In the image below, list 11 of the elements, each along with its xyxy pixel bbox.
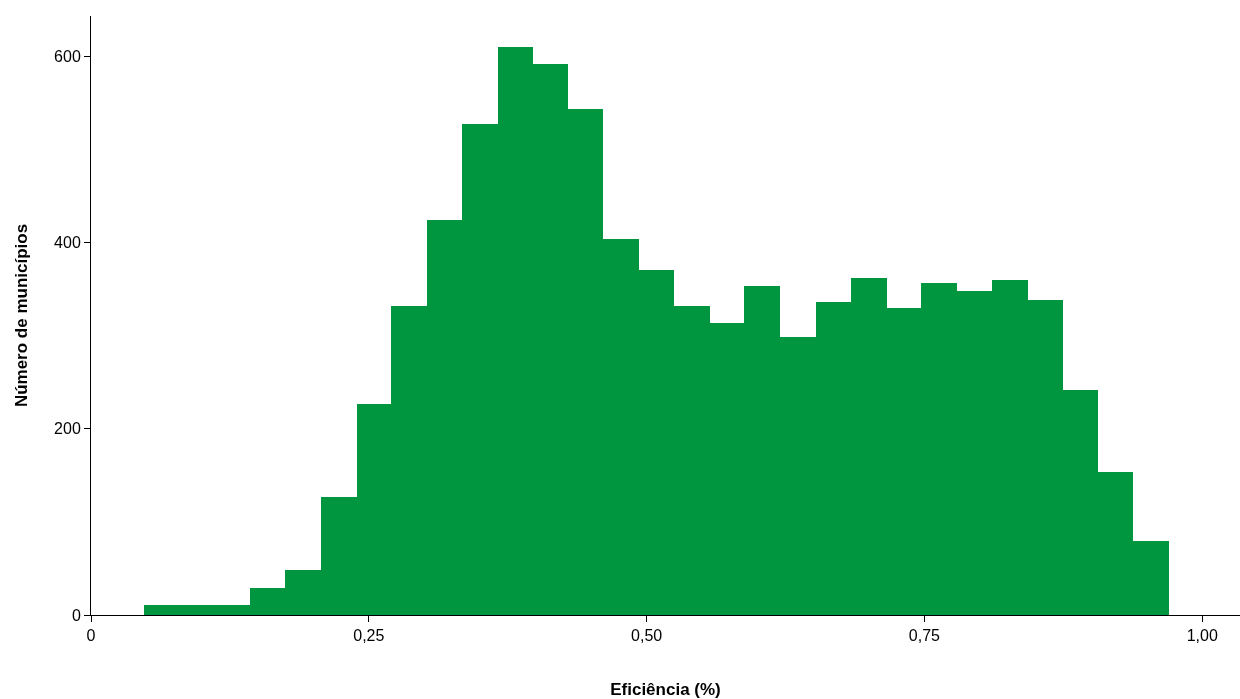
x-tick-label: 1,00 [1186, 627, 1218, 645]
y-tick-label: 600 [54, 47, 81, 65]
x-axis-title: Eficiência (%) [610, 680, 721, 699]
y-tick-label: 200 [54, 420, 81, 438]
x-tick-label: 0,75 [908, 627, 941, 645]
x-tick-label: 0,50 [631, 627, 663, 645]
y-axis-title: Número de municípios [11, 223, 31, 408]
y-tick-label: 400 [54, 233, 81, 251]
x-tick-label: 0,25 [353, 627, 385, 645]
x-tick-label: 0 [86, 627, 96, 645]
y-tick-label: 0 [71, 606, 81, 624]
